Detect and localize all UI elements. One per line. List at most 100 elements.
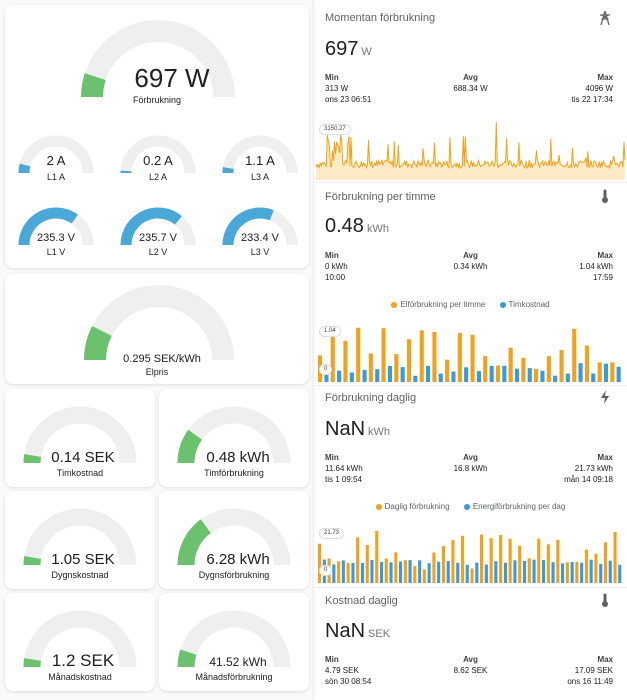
bar-orange[interactable] xyxy=(441,546,445,583)
bar-orange[interactable] xyxy=(403,560,407,583)
bar-blue[interactable] xyxy=(446,561,450,583)
bar-orange[interactable] xyxy=(508,347,513,382)
bar-orange[interactable] xyxy=(603,542,607,583)
legend-item-a[interactable]: Daglig förbrukning xyxy=(375,502,450,511)
bar-blue[interactable] xyxy=(451,371,456,383)
bar-blue[interactable] xyxy=(561,563,565,583)
bar-orange[interactable] xyxy=(343,341,348,382)
bar-blue[interactable] xyxy=(456,562,460,583)
bar-orange[interactable] xyxy=(384,558,388,584)
bar-orange[interactable] xyxy=(451,540,455,583)
bar-blue[interactable] xyxy=(616,366,621,382)
bar-orange[interactable] xyxy=(546,544,550,583)
bar-blue[interactable] xyxy=(553,375,558,382)
bar-orange[interactable] xyxy=(381,328,386,382)
bar-orange[interactable] xyxy=(584,345,589,383)
bar-blue[interactable] xyxy=(418,560,422,583)
bar-blue[interactable] xyxy=(513,560,517,583)
momentan-card[interactable]: Momentan förbrukning 697 W Min 313 W ons 23… xyxy=(314,0,627,700)
bar-blue[interactable] xyxy=(332,564,336,583)
bar-blue[interactable] xyxy=(494,561,498,583)
bar-blue[interactable] xyxy=(542,560,546,583)
bar-blue[interactable] xyxy=(465,564,469,583)
bar-orange[interactable] xyxy=(575,561,579,583)
bar-orange[interactable] xyxy=(407,339,412,382)
bar-blue[interactable] xyxy=(515,368,520,382)
bar-orange[interactable] xyxy=(365,545,369,583)
bar-orange[interactable] xyxy=(346,562,350,583)
bar-orange[interactable] xyxy=(480,534,484,583)
bar-orange[interactable] xyxy=(368,353,373,382)
bar-blue[interactable] xyxy=(565,373,570,382)
bar-orange[interactable] xyxy=(518,545,522,583)
bar-orange[interactable] xyxy=(584,549,588,583)
bar-orange[interactable] xyxy=(432,332,437,382)
bar-blue[interactable] xyxy=(570,562,574,583)
bar-blue[interactable] xyxy=(341,560,345,583)
timme-bar-chart[interactable] xyxy=(314,320,627,382)
bar-orange[interactable] xyxy=(461,535,465,583)
momentan-line-chart[interactable] xyxy=(314,118,627,180)
bar-blue[interactable] xyxy=(337,370,342,382)
bar-orange[interactable] xyxy=(613,532,617,583)
bar-orange[interactable] xyxy=(594,553,598,583)
bar-orange[interactable] xyxy=(330,328,335,382)
bar-orange[interactable] xyxy=(610,362,615,382)
bar-orange[interactable] xyxy=(318,543,322,583)
bar-blue[interactable] xyxy=(503,562,507,583)
bar-orange[interactable] xyxy=(508,538,512,583)
bar-blue[interactable] xyxy=(426,365,431,382)
bar-blue[interactable] xyxy=(522,561,526,583)
bar-orange[interactable] xyxy=(495,365,500,383)
bar-blue[interactable] xyxy=(370,559,374,583)
bar-orange[interactable] xyxy=(356,537,360,583)
bar-blue[interactable] xyxy=(464,367,469,382)
bar-blue[interactable] xyxy=(551,562,555,583)
bar-blue[interactable] xyxy=(380,561,384,583)
bar-blue[interactable] xyxy=(502,365,507,382)
bar-blue[interactable] xyxy=(489,365,494,382)
bar-blue[interactable] xyxy=(408,560,412,583)
bar-orange[interactable] xyxy=(537,538,541,583)
bar-orange[interactable] xyxy=(565,562,569,583)
legend-item-a[interactable]: Elförbrukning per timme xyxy=(391,300,485,309)
daglig-bar-chart[interactable] xyxy=(314,523,627,583)
bar-orange[interactable] xyxy=(556,539,560,583)
bar-blue[interactable] xyxy=(351,563,355,583)
bar-blue[interactable] xyxy=(324,373,329,382)
bar-orange[interactable] xyxy=(422,569,426,583)
bar-blue[interactable] xyxy=(387,365,392,382)
bar-orange[interactable] xyxy=(356,327,361,382)
bar-orange[interactable] xyxy=(470,334,475,382)
bar-blue[interactable] xyxy=(578,363,583,382)
bar-blue[interactable] xyxy=(400,367,405,382)
bar-blue[interactable] xyxy=(475,562,479,583)
bar-orange[interactable] xyxy=(375,531,379,583)
bar-blue[interactable] xyxy=(589,559,593,583)
bar-orange[interactable] xyxy=(597,362,602,382)
bar-blue[interactable] xyxy=(360,563,364,583)
bar-orange[interactable] xyxy=(534,368,539,382)
bar-blue[interactable] xyxy=(437,561,441,583)
legend-item-b[interactable]: Timkostnad xyxy=(499,300,550,309)
bar-orange[interactable] xyxy=(413,566,417,583)
bar-orange[interactable] xyxy=(546,356,551,382)
bar-orange[interactable] xyxy=(489,538,493,583)
bar-blue[interactable] xyxy=(532,559,536,583)
bar-blue[interactable] xyxy=(608,560,612,583)
bar-blue[interactable] xyxy=(476,371,481,382)
bar-blue[interactable] xyxy=(603,363,608,382)
bar-blue[interactable] xyxy=(580,562,584,583)
bar-orange[interactable] xyxy=(559,350,564,382)
bar-orange[interactable] xyxy=(445,359,450,382)
bar-orange[interactable] xyxy=(483,356,488,382)
bar-orange[interactable] xyxy=(499,535,503,583)
bar-orange[interactable] xyxy=(521,357,526,382)
bar-blue[interactable] xyxy=(591,373,596,383)
bar-blue[interactable] xyxy=(540,370,545,382)
bar-blue[interactable] xyxy=(362,370,367,382)
bar-orange[interactable] xyxy=(457,333,462,382)
bar-blue[interactable] xyxy=(399,561,403,584)
bar-orange[interactable] xyxy=(419,330,424,382)
bar-blue[interactable] xyxy=(484,564,488,584)
